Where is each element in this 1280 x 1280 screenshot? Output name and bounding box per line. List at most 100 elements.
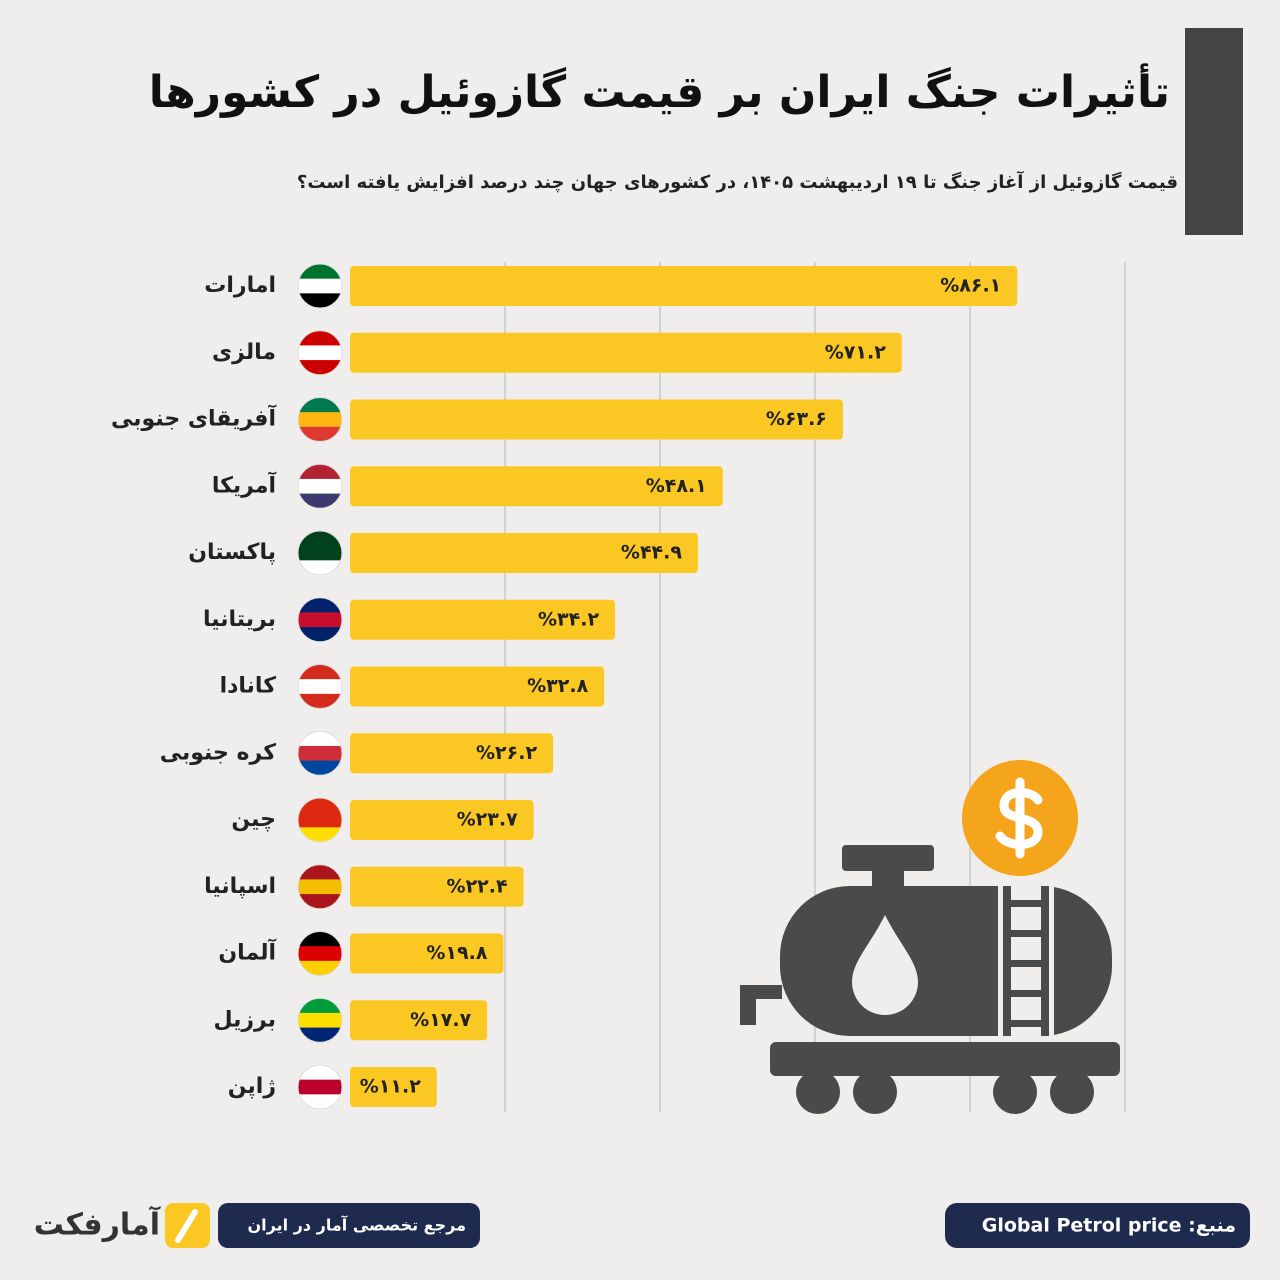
flag-stripe xyxy=(298,612,342,628)
flag-stripe xyxy=(298,293,342,308)
chart-title: تأثیرات جنگ ایران بر قیمت گازوئیل در کشو… xyxy=(149,63,1170,118)
flag-stripe xyxy=(298,493,342,509)
flag-stripe xyxy=(298,798,342,814)
flag xyxy=(298,264,342,308)
flag-stripe xyxy=(298,397,342,413)
flag-border xyxy=(297,931,343,976)
value-label: %۱۷.۷ xyxy=(410,1009,471,1031)
flag-stripe xyxy=(298,278,342,294)
value-label: %۶۳.۶ xyxy=(766,408,827,430)
category-label: برزیل xyxy=(213,1007,276,1032)
flag-stripe xyxy=(298,679,342,695)
bar xyxy=(350,466,723,507)
bars: %۸۶.۱ امارات %۷۱.۲ مالزی %۶۳.۶ آفریقای جنوبی%… xyxy=(111,263,1018,1110)
flag-stripe xyxy=(298,1079,342,1095)
flag-stripe xyxy=(298,545,342,561)
bar xyxy=(350,733,554,774)
value-label: %۲۶.۲ xyxy=(476,742,537,764)
tagline-pill xyxy=(218,1203,480,1248)
flag-stripe xyxy=(298,931,342,947)
category-label: آلمان xyxy=(218,938,276,966)
flag xyxy=(298,931,342,976)
flag-stripe xyxy=(298,745,342,762)
flag-border xyxy=(297,397,343,442)
flag-stripe xyxy=(298,1012,342,1029)
category-label: چین xyxy=(231,807,276,832)
tanker-icon xyxy=(740,845,1120,1114)
flag-border xyxy=(297,730,343,776)
category-label: بریتانیا xyxy=(203,607,276,632)
flag-border xyxy=(297,664,343,709)
flag-stripe xyxy=(298,760,342,776)
bar xyxy=(350,1067,437,1107)
flag-stripe xyxy=(298,693,342,709)
flag-stripe xyxy=(298,812,342,828)
source: منبع: Global Petrol price xyxy=(982,1215,1236,1237)
value-label: %۳۴.۲ xyxy=(538,608,599,630)
flag xyxy=(298,731,342,776)
bar xyxy=(350,666,605,707)
source-pill xyxy=(945,1203,1250,1248)
flag-border xyxy=(297,797,343,843)
flag xyxy=(298,998,342,1043)
value-label: %۱۱.۲ xyxy=(360,1076,421,1098)
flag-border xyxy=(297,864,343,910)
category-label: پاکستان xyxy=(188,540,276,565)
flag xyxy=(298,664,342,709)
category-label: اسپانیا xyxy=(204,874,276,899)
flag-border xyxy=(297,530,343,576)
flag-stripe xyxy=(298,998,342,1014)
category-label: آمریکا xyxy=(212,470,277,498)
flag xyxy=(298,1065,342,1109)
flag-stripe xyxy=(298,478,342,495)
category-label: مالزی xyxy=(212,340,276,365)
bar xyxy=(350,933,504,974)
flag-stripe xyxy=(298,531,342,547)
flag-stripe xyxy=(298,345,342,361)
dollar-coin xyxy=(962,760,1078,876)
flag-stripe xyxy=(298,264,342,280)
value-label: %۸۶.۱ xyxy=(940,275,1001,297)
flag-stripe xyxy=(298,864,342,880)
value-label: %۴۸.۱ xyxy=(646,475,707,497)
flag xyxy=(298,597,342,642)
flag-stripe xyxy=(298,360,342,375)
flag-stripe xyxy=(298,412,342,428)
category-label: کانادا xyxy=(220,674,277,699)
flag-stripe xyxy=(298,627,342,642)
flag xyxy=(298,397,342,442)
flag-stripe xyxy=(298,664,342,680)
category-label: کره جنوبی xyxy=(160,740,276,765)
flag-border xyxy=(297,463,343,509)
flag xyxy=(298,798,342,842)
flag-border xyxy=(297,330,343,376)
flag-stripe xyxy=(298,1065,342,1081)
flag-stripe xyxy=(298,946,342,962)
flag xyxy=(298,330,342,375)
flag-stripe xyxy=(298,894,342,909)
value-label: %۷۱.۲ xyxy=(825,341,886,363)
title-accent xyxy=(1185,28,1243,235)
flag-stripe xyxy=(298,1027,342,1043)
bar xyxy=(350,533,698,573)
value-label: %۲۲.۴ xyxy=(447,875,508,897)
bar xyxy=(350,599,616,640)
flag xyxy=(298,864,342,909)
bar xyxy=(350,800,534,840)
flag-stripe xyxy=(298,827,342,842)
value-label: %۳۲.۸ xyxy=(527,675,588,697)
brand: آمارفکت xyxy=(34,1206,161,1243)
tagline: مرجع تخصصی آمار در ایران xyxy=(248,1215,466,1235)
chart-subtitle: قیمت گازوئیل از آغاز جنگ تا ۱۹ اردیبهشت … xyxy=(297,170,1178,193)
logo-stroke xyxy=(175,1209,198,1243)
flag-border xyxy=(297,997,343,1043)
category-label: امارات xyxy=(204,273,276,298)
flag-border xyxy=(297,1064,343,1110)
bar xyxy=(350,866,524,907)
flag-border xyxy=(297,597,343,643)
flag-border xyxy=(297,263,343,309)
bar xyxy=(350,399,843,440)
flag-stripe xyxy=(298,960,342,976)
bar xyxy=(350,1000,488,1041)
